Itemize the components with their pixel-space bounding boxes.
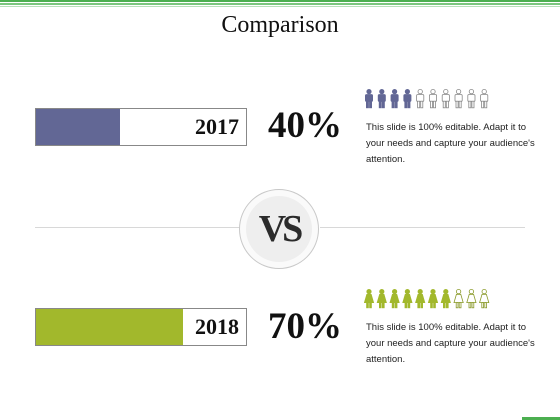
top-accent-stripe-3 (0, 6, 560, 7)
corner-accent (522, 417, 560, 420)
person-icon-6 (429, 89, 438, 109)
top-accent-stripe (0, 0, 560, 2)
percent-label-2017: 40% (268, 105, 342, 146)
woman-icon-7 (440, 289, 451, 309)
woman-icons-2018 (364, 289, 490, 309)
slide-title: Comparison (221, 12, 339, 38)
person-icon-10 (480, 89, 489, 109)
vs-label: VS (258, 208, 304, 250)
description-2018: This slide is 100% editable. Adapt it to… (366, 322, 535, 365)
person-icon-7 (441, 89, 450, 109)
woman-icon-9 (466, 289, 477, 309)
person-icon-1 (364, 89, 373, 109)
woman-icon-2 (376, 289, 387, 309)
progress-bar-2017: 2017 (35, 108, 247, 146)
person-icon-5 (416, 89, 425, 109)
year-label-2018: 2018 (195, 314, 239, 339)
woman-icon-10 (479, 289, 490, 309)
vs-circle: VS (246, 196, 312, 262)
woman-icon-1 (364, 289, 375, 309)
woman-icon-3 (389, 289, 400, 309)
top-accent-stripe-2 (0, 3, 560, 5)
person-icon-2 (377, 89, 386, 109)
vs-badge: VS (239, 189, 319, 269)
person-icon-8 (454, 89, 463, 109)
progress-bar-fill-2017 (36, 109, 120, 145)
description-2017: This slide is 100% editable. Adapt it to… (366, 122, 535, 165)
person-icons-2017 (364, 89, 489, 109)
divider-line-left (35, 227, 241, 228)
person-icon-4 (403, 89, 412, 109)
divider-line-right (320, 227, 525, 228)
woman-icon-5 (415, 289, 426, 309)
percent-label-2018: 70% (268, 306, 342, 347)
woman-icon-4 (402, 289, 413, 309)
year-label-2017: 2017 (195, 114, 239, 139)
woman-icon-8 (453, 289, 464, 309)
person-icon-3 (390, 89, 399, 109)
progress-bar-fill-2018 (36, 309, 183, 345)
person-icon-9 (467, 89, 476, 109)
woman-icon-6 (427, 289, 439, 309)
progress-bar-2018: 2018 (35, 308, 247, 346)
